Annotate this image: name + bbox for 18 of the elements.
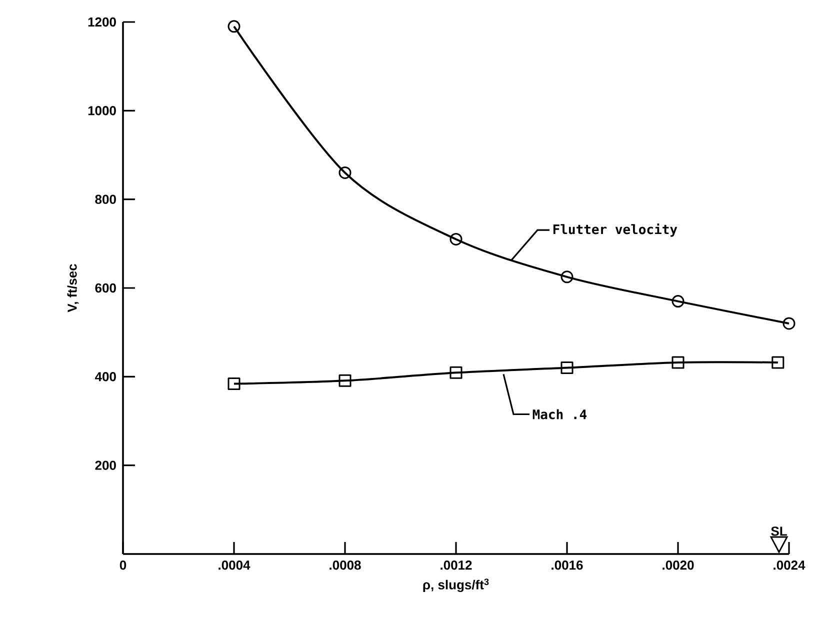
y-tick-label: 400: [94, 372, 116, 382]
x-tick-label: 0: [120, 560, 126, 570]
y-tick-label: 1000: [88, 106, 116, 116]
x-tick-label: .0016: [552, 560, 583, 570]
y-tick-label: 1200: [88, 17, 116, 27]
x-tick-label: .0004: [218, 560, 250, 570]
text: Mach .4: [532, 409, 587, 420]
y-tick-label: 800: [95, 194, 116, 204]
x-tick-label: .0020: [662, 560, 694, 570]
y-axis-title: V, ft/sec: [67, 264, 79, 312]
x-tick-label: .0008: [330, 560, 361, 570]
annotation: SL: [771, 526, 787, 536]
y-tick-label: 600: [95, 283, 116, 293]
y-tick-label: 200: [95, 460, 116, 470]
x-tick-label: .0012: [440, 560, 472, 570]
text: Flutter velocity: [553, 223, 678, 237]
x-tick-label: .0024: [774, 560, 806, 570]
x-axis-title: ρ, slugs/ft$^{3}$: [423, 578, 489, 592]
